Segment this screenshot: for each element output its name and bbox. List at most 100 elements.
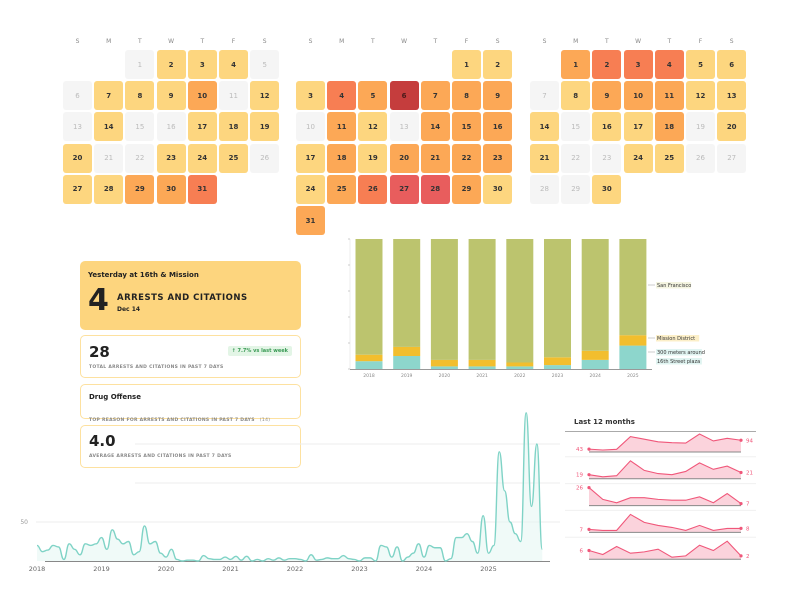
calendar-day[interactable]: 30	[483, 174, 513, 204]
legend-bg	[656, 282, 692, 289]
calendar-day[interactable]: 28	[530, 174, 559, 204]
calendar-day[interactable]: 11	[327, 112, 357, 142]
calendar-day[interactable]: 7	[420, 81, 450, 111]
calendar-day[interactable]: 29	[452, 174, 481, 204]
calendar-day[interactable]: 24	[623, 143, 653, 173]
calendar-day[interactable]: 8	[561, 81, 591, 111]
calendar-day[interactable]: 21	[94, 143, 124, 173]
calendar-day[interactable]: 12	[358, 112, 388, 142]
calendar-day[interactable]: 1	[125, 50, 155, 79]
calendar-day[interactable]: 24	[296, 174, 325, 204]
calendar-day[interactable]: 23	[156, 143, 186, 173]
calendar-day[interactable]: 3	[623, 50, 653, 79]
calendar-day[interactable]: 28	[420, 174, 450, 204]
calendar-day[interactable]: 5	[686, 50, 715, 79]
calendar-day[interactable]: 26	[250, 143, 280, 173]
sparkline-area	[589, 487, 741, 506]
calendar-day[interactable]: 13	[389, 112, 419, 142]
calendar-day[interactable]: 1	[561, 50, 591, 79]
calendar-day[interactable]: 26	[686, 143, 715, 173]
calendar-day[interactable]: 7	[530, 81, 559, 111]
calendar-day[interactable]: 29	[125, 174, 155, 204]
calendar-day[interactable]: 2	[592, 50, 622, 79]
calendar-day[interactable]: 20	[717, 112, 747, 142]
calendar-day[interactable]: 11	[654, 81, 684, 111]
calendar-day[interactable]: 8	[125, 81, 155, 111]
calendar-day[interactable]: 6	[63, 81, 92, 111]
calendar-day[interactable]: 22	[561, 143, 591, 173]
bar-segment	[430, 239, 458, 360]
calendar-day[interactable]: 18	[654, 112, 684, 142]
reason-label: TOP REASON FOR ARRESTS AND CITATIONS IN …	[89, 418, 255, 423]
calendar-day[interactable]: 7	[94, 81, 124, 111]
calendar-day[interactable]: 8	[452, 81, 481, 111]
calendar-day[interactable]: 22	[125, 143, 155, 173]
calendar-day[interactable]: 4	[219, 50, 248, 79]
calendar-day[interactable]: 9	[592, 81, 622, 111]
calendar-day[interactable]: 27	[389, 174, 419, 204]
calendar-day[interactable]: 17	[187, 112, 217, 142]
calendar-day[interactable]: 25	[654, 143, 684, 173]
calendar-day[interactable]: 31	[187, 174, 217, 204]
calendar-day[interactable]: 21	[530, 143, 559, 173]
calendar-day[interactable]: 6	[389, 81, 419, 111]
calendar-day[interactable]: 20	[389, 143, 419, 173]
calendar-day[interactable]: 16	[156, 112, 186, 142]
calendar-day[interactable]: 19	[358, 143, 388, 173]
calendar-day[interactable]: 31	[296, 206, 325, 235]
calendar-day[interactable]: 10	[187, 81, 217, 111]
calendar-day[interactable]: 22	[452, 143, 481, 173]
calendar-day[interactable]: 2	[156, 50, 186, 79]
calendar-day[interactable]: 6	[717, 50, 747, 79]
calendar-day[interactable]: 18	[327, 143, 357, 173]
calendar-day[interactable]: 4	[327, 81, 357, 111]
calendar-day[interactable]: 26	[358, 174, 388, 204]
calendar-day[interactable]: 10	[296, 112, 325, 142]
calendar-day[interactable]: 12	[250, 81, 280, 111]
calendar-day[interactable]: 30	[156, 174, 186, 204]
calendar-day[interactable]: 14	[530, 112, 559, 142]
calendar-day[interactable]: 27	[717, 143, 747, 173]
bar-segment	[393, 356, 421, 369]
calendar-day[interactable]: 23	[483, 143, 513, 173]
calendar-day[interactable]: 27	[63, 174, 92, 204]
calendar-day[interactable]: 9	[156, 81, 186, 111]
calendar-day[interactable]: 12	[686, 81, 715, 111]
calendar-day[interactable]: 15	[125, 112, 155, 142]
average-value: 4.0	[89, 432, 116, 450]
calendar-day[interactable]: 30	[592, 174, 622, 204]
calendar-day[interactable]: 14	[94, 112, 124, 142]
calendar-day[interactable]: 5	[250, 50, 280, 79]
calendar-day[interactable]: 3	[296, 81, 325, 111]
calendar-day[interactable]: 17	[296, 143, 325, 173]
calendar-day[interactable]: 25	[327, 174, 357, 204]
calendar-day[interactable]: 13	[717, 81, 747, 111]
calendar-day[interactable]: 14	[420, 112, 450, 142]
calendar-day[interactable]: 21	[420, 143, 450, 173]
calendar-day[interactable]: 1	[452, 50, 481, 79]
calendar-day[interactable]: 17	[623, 112, 653, 142]
calendar-day[interactable]: 15	[452, 112, 481, 142]
calendar-day[interactable]: 4	[654, 50, 684, 79]
calendar-day[interactable]: 23	[592, 143, 622, 173]
calendar-day[interactable]: 13	[63, 112, 92, 142]
calendar-day[interactable]: 5	[358, 81, 388, 111]
calendar-day[interactable]: 16	[592, 112, 622, 142]
calendar-day[interactable]: 9	[483, 81, 513, 111]
calendar-day[interactable]: 15	[561, 112, 591, 142]
calendar-day[interactable]: 18	[219, 112, 248, 142]
calendar-day[interactable]: 19	[250, 112, 280, 142]
weekday-label: S	[729, 38, 734, 45]
calendar-day[interactable]: 24	[187, 143, 217, 173]
legend-label: 300 meters around	[657, 350, 705, 356]
calendar-day[interactable]: 19	[686, 112, 715, 142]
calendar-day[interactable]: 25	[219, 143, 248, 173]
calendar-day[interactable]: 28	[94, 174, 124, 204]
calendar-day[interactable]: 20	[63, 143, 92, 173]
calendar-day[interactable]: 3	[187, 50, 217, 79]
calendar-day[interactable]: 11	[219, 81, 248, 111]
calendar-day[interactable]: 29	[561, 174, 591, 204]
calendar-day[interactable]: 2	[483, 50, 513, 79]
calendar-day[interactable]: 10	[623, 81, 653, 111]
calendar-day[interactable]: 16	[483, 112, 513, 142]
